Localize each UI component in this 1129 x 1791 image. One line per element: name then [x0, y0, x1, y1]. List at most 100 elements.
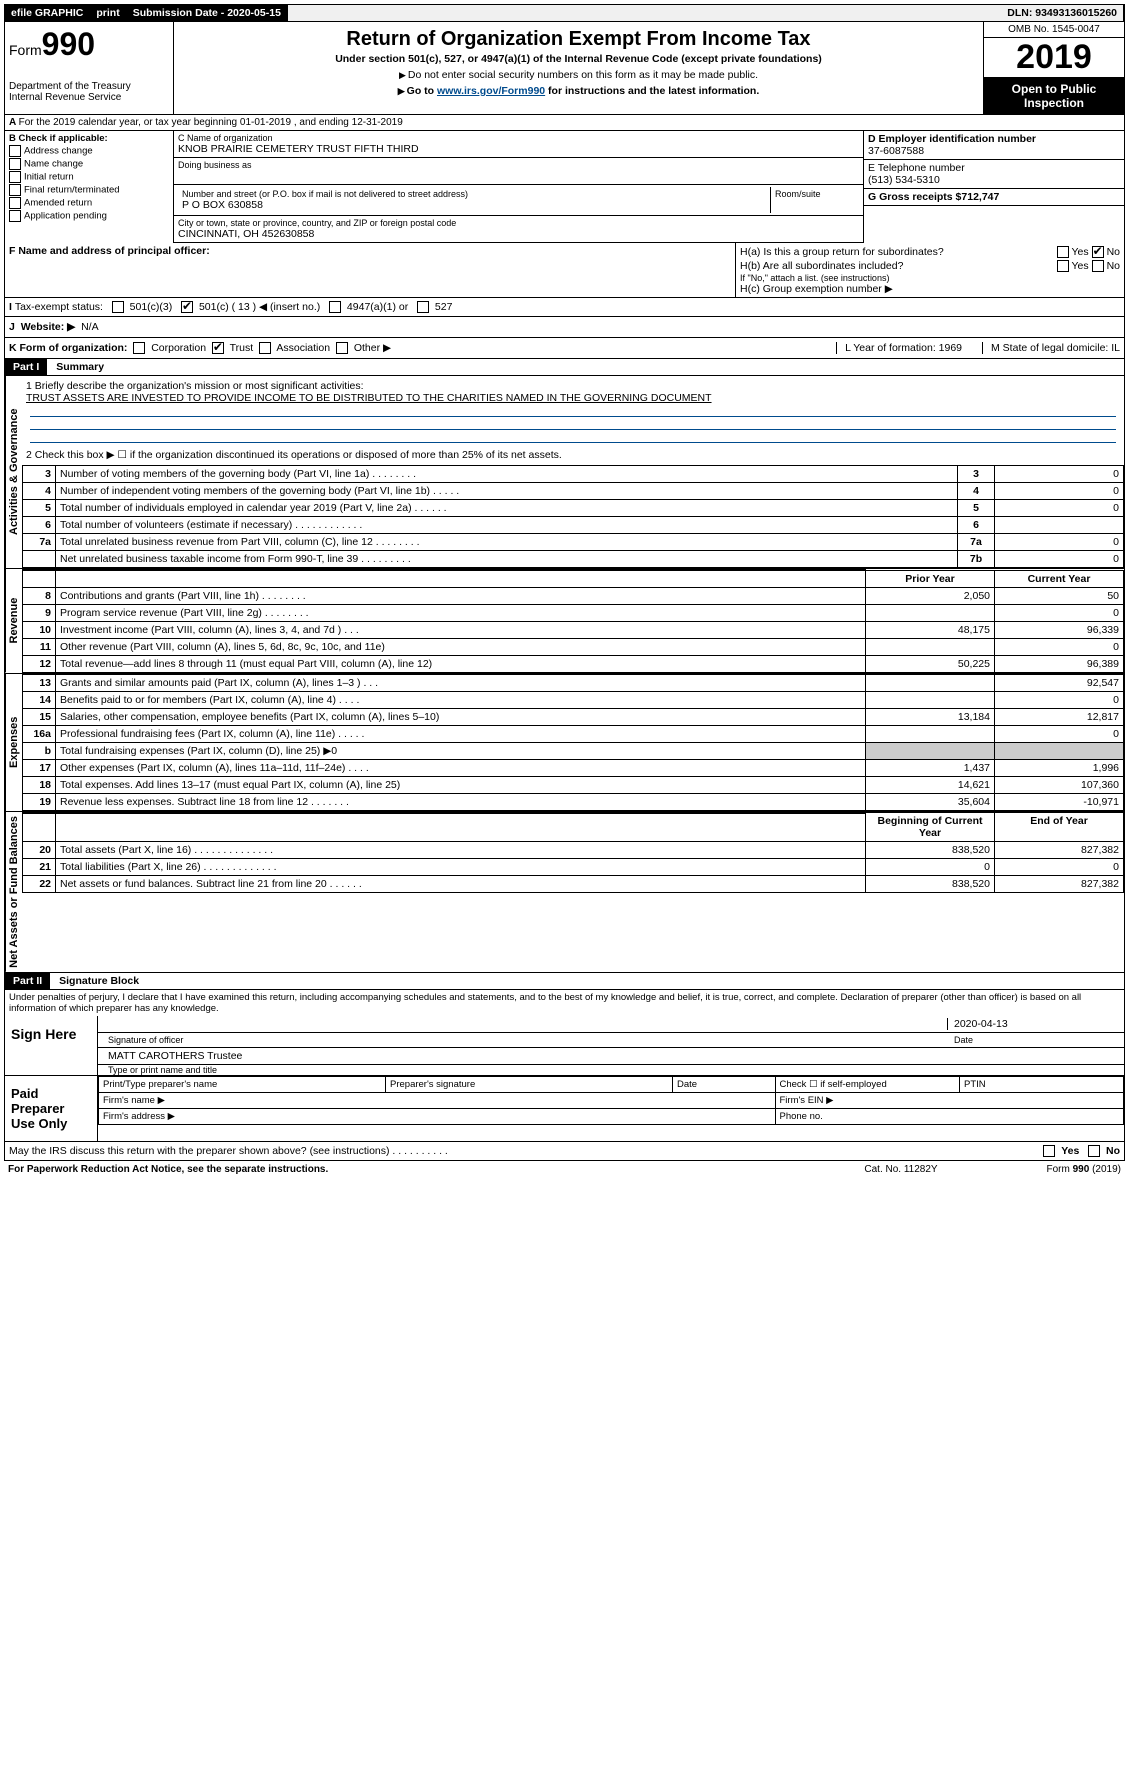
ein-value: 37-6087588 [868, 145, 1120, 157]
cb-501c[interactable] [181, 301, 193, 313]
city-label: City or town, state or province, country… [178, 218, 859, 228]
expenses-section: Expenses 13Grants and similar amounts pa… [4, 674, 1125, 812]
addr-label: Number and street (or P.O. box if mail i… [182, 189, 766, 199]
part1-title: Summary [56, 361, 104, 373]
form-number: Form990 [9, 26, 169, 63]
ha-no[interactable] [1092, 246, 1104, 258]
form-header: Form990 Department of the Treasury Inter… [4, 22, 1125, 115]
firm-addr-label: Firm's address ▶ [99, 1108, 776, 1124]
discuss-yes[interactable] [1043, 1145, 1055, 1157]
hb-yes[interactable] [1057, 260, 1069, 272]
line1-label: 1 Briefly describe the organization's mi… [26, 380, 1120, 392]
tel-value: (513) 534-5310 [868, 174, 1120, 186]
phone-label: Phone no. [775, 1108, 1124, 1124]
form-title: Return of Organization Exempt From Incom… [178, 28, 979, 51]
org-city: CINCINNATI, OH 452630858 [178, 228, 859, 240]
jurat-text: Under penalties of perjury, I declare th… [4, 990, 1125, 1016]
privacy-note: Do not enter social security numbers on … [178, 69, 979, 81]
footer-final: For Paperwork Reduction Act Notice, see … [4, 1161, 1125, 1178]
row-k: K Form of organization: Corporation Trus… [4, 338, 1125, 359]
prep-name-label: Print/Type preparer's name [99, 1076, 386, 1092]
omb-number: OMB No. 1545-0047 [984, 22, 1124, 38]
cb-527[interactable] [417, 301, 429, 313]
ein-label: D Employer identification number [868, 133, 1036, 145]
efile-label: efile GRAPHIC [5, 5, 90, 21]
org-address: P O BOX 630858 [182, 199, 766, 211]
tel-label: E Telephone number [868, 162, 1120, 174]
hb-note: If "No," attach a list. (see instruction… [740, 273, 1120, 283]
governance-table: 3Number of voting members of the governi… [22, 465, 1124, 568]
dba-label: Doing business as [178, 160, 859, 170]
sig-officer-label: Signature of officer [102, 1035, 948, 1045]
cb-name-change[interactable]: Name change [9, 158, 169, 170]
f-label: F Name and address of principal officer: [9, 245, 210, 257]
cb-4947[interactable] [329, 301, 341, 313]
state-domicile: M State of legal domicile: IL [982, 342, 1120, 354]
year-formation: L Year of formation: 1969 [836, 342, 962, 354]
box-b: B Check if applicable: Address change Na… [5, 131, 174, 243]
room-label: Room/suite [771, 187, 859, 213]
cb-pending[interactable]: Application pending [9, 210, 169, 222]
cb-corp[interactable] [133, 342, 145, 354]
revenue-table: Prior YearCurrent Year8Contributions and… [22, 569, 1124, 673]
vlabel-netassets: Net Assets or Fund Balances [5, 812, 22, 972]
section-bcd: B Check if applicable: Address change Na… [4, 131, 1125, 243]
vlabel-governance: Activities & Governance [5, 376, 22, 568]
vlabel-expenses: Expenses [5, 674, 22, 811]
form990-link[interactable]: www.irs.gov/Form990 [437, 85, 545, 97]
top-bar: efile GRAPHIC print Submission Date - 20… [4, 4, 1125, 22]
discuss-no[interactable] [1088, 1145, 1100, 1157]
ptin-label: PTIN [960, 1076, 1124, 1092]
cat-number: Cat. No. 11282Y [821, 1164, 981, 1175]
row-f-h: F Name and address of principal officer:… [4, 243, 1125, 298]
print-button[interactable]: print [90, 5, 126, 21]
part2-title: Signature Block [59, 975, 139, 987]
irs-label: Internal Revenue Service [9, 92, 169, 103]
hb-no[interactable] [1092, 260, 1104, 272]
row-i: I Tax-exempt status: 501(c)(3) 501(c) ( … [4, 298, 1125, 317]
mission-text: TRUST ASSETS ARE INVESTED TO PROVIDE INC… [26, 392, 1120, 404]
cb-initial-return[interactable]: Initial return [9, 171, 169, 183]
dln: DLN: 93493136015260 [1001, 5, 1124, 21]
hb-question: H(b) Are all subordinates included? [740, 260, 1057, 272]
sign-here-block: Sign Here 2020-04-13 Signature of office… [4, 1016, 1125, 1076]
tax-year: 2019 [984, 38, 1124, 78]
cb-501c3[interactable] [112, 301, 124, 313]
prep-sig-label: Preparer's signature [386, 1076, 673, 1092]
ha-yes[interactable] [1057, 246, 1069, 258]
netassets-table: Beginning of Current YearEnd of Year20To… [22, 812, 1124, 894]
cb-address-change[interactable]: Address change [9, 145, 169, 157]
goto-note: Go to www.irs.gov/Form990 for instructio… [178, 85, 979, 97]
discuss-row: May the IRS discuss this return with the… [4, 1142, 1125, 1161]
pra-notice: For Paperwork Reduction Act Notice, see … [8, 1164, 821, 1175]
hc-label: H(c) Group exemption number ▶ [740, 283, 1120, 295]
part1-header: Part I [5, 359, 47, 375]
dept-treasury: Department of the Treasury [9, 81, 169, 92]
part2-header: Part II [5, 973, 50, 989]
expenses-table: 13Grants and similar amounts paid (Part … [22, 674, 1124, 811]
sign-here-label: Sign Here [5, 1016, 98, 1075]
paid-preparer-label: Paid Preparer Use Only [5, 1076, 98, 1141]
prep-date-label: Date [673, 1076, 776, 1092]
open-public-badge: Open to Public Inspection [984, 78, 1124, 114]
ha-question: H(a) Is this a group return for subordin… [740, 246, 1057, 258]
name-title-label: Type or print name and title [98, 1065, 1124, 1075]
vlabel-revenue: Revenue [5, 569, 22, 673]
c-name-label: C Name of organization [178, 133, 859, 143]
discuss-question: May the IRS discuss this return with the… [9, 1145, 1043, 1157]
submission-date: Submission Date - 2020-05-15 [127, 5, 288, 21]
revenue-section: Revenue Prior YearCurrent Year8Contribut… [4, 569, 1125, 674]
website-value: N/A [81, 321, 99, 333]
firm-name-label: Firm's name ▶ [99, 1092, 776, 1108]
cb-assoc[interactable] [259, 342, 271, 354]
cb-final-return[interactable]: Final return/terminated [9, 184, 169, 196]
form-subtitle: Under section 501(c), 527, or 4947(a)(1)… [178, 53, 979, 65]
cb-trust[interactable] [212, 342, 224, 354]
row-a-period: A For the 2019 calendar year, or tax yea… [4, 115, 1125, 131]
preparer-table: Print/Type preparer's name Preparer's si… [98, 1076, 1124, 1125]
part1-bar: Part I Summary [4, 359, 1125, 376]
cb-amended[interactable]: Amended return [9, 197, 169, 209]
cb-other[interactable] [336, 342, 348, 354]
date-label: Date [948, 1035, 1120, 1045]
part2-bar: Part II Signature Block [4, 973, 1125, 990]
